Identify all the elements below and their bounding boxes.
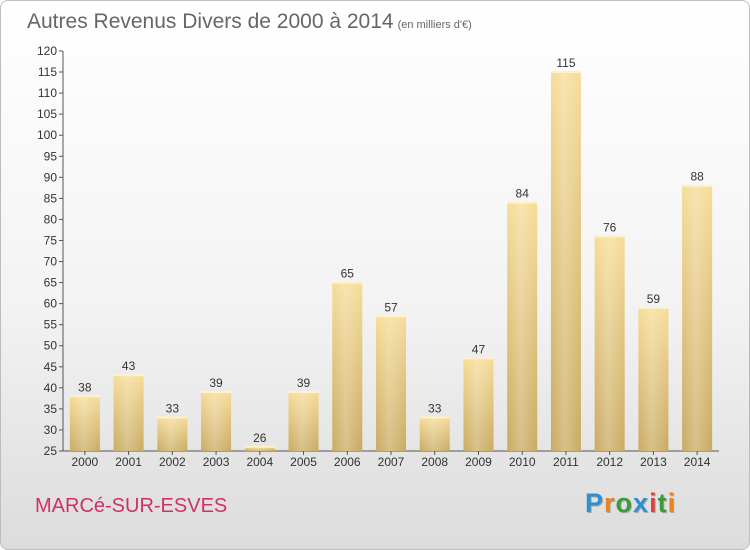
x-tick-label: 2012: [596, 455, 623, 469]
bar-highlight: [157, 417, 188, 451]
x-tick-label: 2005: [290, 455, 317, 469]
logo-letter: r: [604, 488, 616, 518]
x-tick-label: 2010: [509, 455, 536, 469]
bar-highlight: [201, 392, 232, 451]
data-label: 43: [122, 359, 136, 373]
x-tick-label: 2011: [553, 455, 579, 469]
bar-highlight: [288, 392, 319, 451]
x-tick-label: 2008: [421, 455, 448, 469]
data-label: 88: [690, 170, 704, 184]
data-label: 65: [341, 267, 355, 281]
data-label: 84: [516, 187, 530, 201]
x-tick-label: 2007: [378, 455, 405, 469]
y-tick-label: 100: [37, 128, 57, 142]
bar-highlight: [638, 307, 669, 451]
y-tick-label: 75: [44, 233, 58, 247]
bar-highlight: [332, 282, 363, 451]
bars: [69, 71, 713, 451]
logo-letter: o: [615, 488, 634, 518]
y-tick-label: 25: [44, 444, 58, 458]
bar-highlight: [594, 236, 625, 451]
data-label: 38: [78, 380, 92, 394]
y-tick-label: 105: [37, 107, 57, 121]
y-tick-label: 85: [44, 191, 58, 205]
logo-letter: x: [633, 488, 650, 518]
logo-letter: P: [585, 488, 605, 518]
x-tick-label: 2001: [115, 455, 142, 469]
x-tick-label: 2000: [72, 455, 99, 469]
logo-letter: i: [649, 488, 658, 518]
data-label: 39: [297, 376, 311, 390]
data-label: 59: [647, 292, 661, 306]
chart-subtitle: (en milliers d'€): [397, 19, 472, 31]
data-label: 115: [556, 56, 575, 70]
bar-highlight: [244, 446, 275, 451]
logo-letter: i: [667, 488, 677, 518]
y-tick-label: 35: [44, 402, 58, 416]
y-tick-label: 65: [44, 276, 58, 290]
x-tick-label: 2002: [159, 455, 186, 469]
data-label: 57: [384, 300, 398, 314]
bar-highlight: [376, 316, 406, 451]
y-tick-label: 110: [38, 86, 57, 100]
data-label: 33: [428, 401, 442, 415]
x-axis: 2000 2001 2002 2003 2004 2005 2006 2007 2008 2009…: [63, 450, 719, 469]
data-label: 33: [166, 401, 180, 415]
bar-highlight: [550, 72, 581, 451]
y-tick-label: 115: [38, 65, 57, 79]
place-name: MARCé-SUR-ESVES: [35, 495, 228, 517]
y-tick-label: 95: [44, 149, 58, 163]
y-tick-label: 70: [44, 255, 58, 269]
logo-letter: t: [657, 488, 668, 518]
y-tick-label: 80: [44, 212, 58, 226]
x-tick-label: 2003: [203, 455, 230, 469]
bar-highlight: [682, 185, 713, 451]
chart-title-text: Autres Revenus Divers de 2000 à 2014: [27, 10, 394, 33]
bar-highlight: [113, 375, 144, 451]
data-label: 26: [253, 431, 267, 445]
data-label: 76: [603, 220, 617, 234]
y-tick-label: 55: [44, 318, 58, 332]
x-tick-label: 2013: [640, 455, 667, 469]
value-labels: 38 43 33 39 26 39 65 57 33 47 84 115 76 59 88: [78, 56, 704, 445]
x-tick-label: 2009: [465, 455, 492, 469]
y-tick-label: 50: [44, 339, 58, 353]
y-tick-label: 90: [44, 170, 58, 184]
y-tick-label: 60: [44, 297, 58, 311]
x-tick-label: 2014: [684, 455, 711, 469]
bar-highlight: [507, 202, 538, 451]
bar-highlight: [69, 396, 100, 451]
bar-highlight: [419, 417, 450, 451]
proxiti-logo: Proxiti: [585, 488, 676, 519]
chart-title: Autres Revenus Divers de 2000 à 2014 (en …: [27, 10, 472, 34]
data-label: 47: [472, 342, 486, 356]
x-tick-label: 2006: [334, 455, 361, 469]
x-tick-label: 2004: [246, 455, 273, 469]
data-label: 39: [209, 376, 223, 390]
y-tick-label: 40: [44, 381, 58, 395]
y-tick-label: 30: [44, 423, 58, 437]
y-axis: 25 30 35 40 45 50 55 60 65 70 75 80 85 90 95 100 105 110 1…: [37, 44, 64, 458]
y-tick-label: 120: [37, 44, 57, 58]
y-tick-label: 45: [44, 360, 58, 374]
bar-highlight: [463, 358, 494, 451]
